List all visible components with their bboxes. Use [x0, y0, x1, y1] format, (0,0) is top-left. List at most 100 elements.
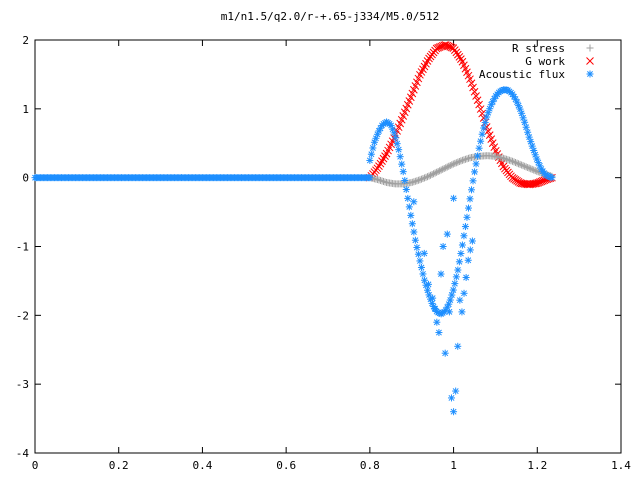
acoustic-flux-point: [396, 153, 404, 161]
y-tick-label: 1: [22, 103, 29, 116]
r-stress-point: [525, 164, 533, 172]
acoustic-flux-point: [416, 257, 424, 265]
r-stress-point: [518, 161, 526, 169]
y-tick-label: -2: [16, 309, 29, 322]
scatter-flux-point: [452, 387, 460, 395]
acoustic-flux-point: [458, 241, 466, 249]
r-stress-point: [451, 159, 459, 167]
g-work-point: [454, 50, 462, 59]
legend-label: R stress: [512, 42, 565, 55]
r-stress-point: [527, 165, 535, 173]
r-stress-point: [416, 176, 424, 184]
acoustic-flux-point: [480, 124, 488, 132]
x-tick-label: 1.4: [611, 459, 631, 472]
r-stress-point: [530, 166, 538, 174]
g-work-point: [475, 100, 483, 109]
r-stress-point: [454, 158, 462, 166]
acoustic-flux-point: [469, 177, 477, 185]
acoustic-flux-point: [461, 223, 469, 231]
r-stress-point: [424, 173, 432, 181]
y-tick-label: 0: [22, 172, 29, 185]
scatter-flux-point: [410, 198, 418, 206]
r-stress-point: [519, 162, 527, 170]
scatter-flux-point: [431, 304, 439, 312]
y-tick-label: -4: [16, 447, 30, 460]
x-tick-label: 1.2: [527, 459, 547, 472]
acoustic-flux-point: [392, 134, 400, 142]
acoustic-flux-point: [454, 266, 462, 274]
r-stress-point: [436, 167, 444, 175]
scatter-flux-point: [441, 349, 449, 357]
chart-title: m1/n1.5/q2.0/r-+.65-j334/M5.0/512: [221, 10, 440, 23]
g-work-point: [487, 135, 496, 143]
legend-label: G work: [525, 55, 565, 68]
acoustic-flux-point: [478, 130, 486, 138]
r-stress-point: [422, 173, 430, 181]
r-stress-point: [437, 166, 445, 174]
g-work-point: [467, 79, 476, 88]
acoustic-flux-point: [527, 138, 535, 146]
r-stress-point: [419, 175, 427, 183]
acoustic-flux-point: [401, 177, 409, 185]
acoustic-flux-point: [395, 146, 403, 154]
acoustic-flux-point: [471, 168, 479, 176]
r-stress-point: [528, 165, 536, 173]
g-work-point: [484, 127, 493, 135]
g-work-point: [531, 179, 540, 188]
scatter-flux-point: [445, 308, 453, 316]
x-tick-label: 0.6: [276, 459, 296, 472]
acoustic-flux-point: [452, 273, 460, 281]
acoustic-flux-point: [369, 144, 377, 152]
acoustic-flux-point: [417, 263, 425, 271]
acoustic-flux-point: [522, 123, 530, 131]
r-stress-point: [521, 162, 529, 170]
acoustic-flux-point: [472, 160, 480, 168]
acoustic-flux-point: [457, 250, 465, 258]
r-stress-point: [448, 161, 456, 169]
g-work-point: [450, 46, 459, 54]
acoustic-flux-point: [408, 220, 416, 228]
acoustic-flux-point: [481, 119, 489, 127]
acoustic-flux-point: [466, 195, 474, 203]
g-work-point: [440, 41, 449, 50]
acoustic-flux-point: [373, 130, 381, 138]
acoustic-flux-point: [410, 228, 418, 236]
g-work-point: [466, 75, 474, 84]
scatter-flux-point: [439, 243, 447, 250]
x-tick-label: 0.2: [109, 459, 129, 472]
x-tick-label: 0.4: [192, 459, 212, 472]
scatter-flux-point: [464, 256, 472, 264]
g-work-point: [472, 92, 480, 100]
scatter-flux-point: [424, 280, 432, 288]
g-work-point: [452, 48, 461, 57]
r-stress-point: [510, 158, 518, 166]
acoustic-flux-point: [460, 232, 468, 240]
scatter-flux-point: [456, 296, 464, 304]
acoustic-flux-point: [463, 213, 471, 221]
legend-marker: [586, 57, 594, 65]
legend-label: Acoustic flux: [479, 68, 565, 81]
acoustic-flux-point: [366, 156, 374, 164]
g-work-point: [488, 139, 497, 147]
r-stress-point: [445, 162, 453, 170]
acoustic-flux-point: [411, 236, 419, 244]
r-stress-point: [428, 171, 436, 179]
r-stress-point: [507, 157, 515, 165]
acoustic-flux-point: [521, 118, 529, 126]
scatter-flux-point: [458, 308, 466, 316]
acoustic-flux-point: [414, 250, 422, 258]
acoustic-flux-point: [464, 204, 472, 212]
acoustic-flux-point: [404, 194, 412, 202]
acoustic-flux-point: [475, 144, 483, 152]
g-work-point: [476, 105, 485, 113]
acoustic-flux-point: [548, 174, 556, 182]
acoustic-flux-point: [468, 186, 476, 194]
g-work-point: [473, 96, 482, 105]
g-work-point: [485, 131, 494, 139]
scatter-flux-point: [468, 237, 476, 245]
acoustic-flux-point: [449, 286, 457, 294]
acoustic-flux-point: [524, 128, 532, 136]
legend-marker: [586, 70, 594, 78]
